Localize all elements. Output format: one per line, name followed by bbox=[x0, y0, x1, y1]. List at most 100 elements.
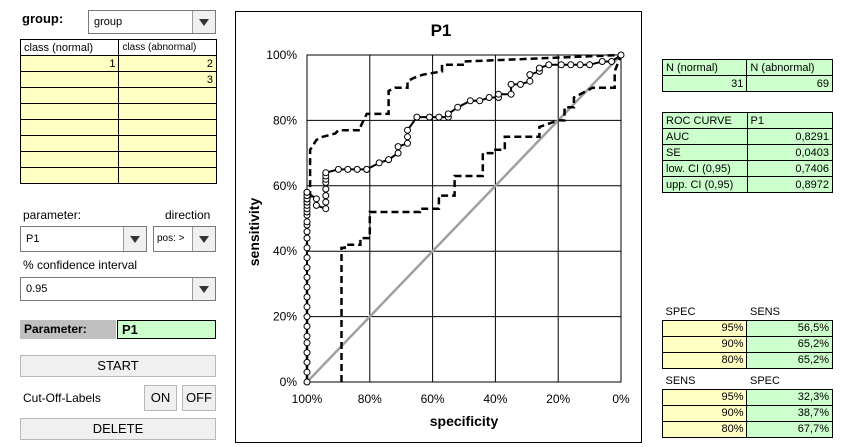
spec-value: 90% bbox=[661, 335, 748, 353]
sens-value: 65,2% bbox=[746, 335, 833, 353]
class-cell[interactable] bbox=[19, 119, 120, 136]
roc-row-value: 0,8972 bbox=[746, 176, 834, 193]
class-cell[interactable] bbox=[19, 87, 120, 104]
roc-point bbox=[394, 149, 402, 157]
ci-label: % confidence interval bbox=[23, 258, 138, 272]
roc-point bbox=[334, 165, 342, 173]
roc-point bbox=[322, 198, 330, 206]
roc-point bbox=[303, 234, 311, 242]
roc-point bbox=[404, 133, 411, 141]
roc-row-value: 0,7406 bbox=[746, 160, 834, 177]
roc-table-title: ROC CURVE bbox=[662, 112, 748, 129]
roc-point bbox=[303, 322, 311, 330]
class-cell[interactable]: 1 bbox=[19, 55, 120, 72]
sens-spec-table: SENS SPEC 95% 32,3% 90% 38,7% 80% 67,7% bbox=[661, 373, 833, 438]
cutoff-off-button[interactable]: OFF bbox=[182, 385, 216, 411]
chevron-down-icon[interactable] bbox=[192, 278, 215, 300]
parameter-dropdown[interactable]: P1 bbox=[20, 226, 147, 252]
ci-dropdown[interactable]: 0.95 bbox=[20, 277, 216, 301]
roc-point bbox=[303, 218, 311, 226]
roc-point bbox=[413, 113, 421, 121]
roc-point bbox=[535, 64, 543, 72]
lower-ci-curve bbox=[340, 54, 623, 382]
cutoff-on-button[interactable]: ON bbox=[144, 385, 177, 411]
class-cell[interactable] bbox=[118, 87, 217, 104]
roc-point bbox=[303, 273, 311, 281]
group-dropdown-value: group bbox=[94, 16, 123, 28]
chevron-down-icon[interactable] bbox=[192, 11, 215, 33]
roc-point bbox=[322, 185, 330, 193]
direction-dropdown[interactable]: pos: > bbox=[153, 226, 216, 252]
roc-point bbox=[303, 313, 311, 321]
spec-header: SPEC bbox=[662, 304, 747, 320]
roc-point bbox=[303, 293, 311, 301]
class-cell[interactable]: 2 bbox=[118, 55, 217, 72]
roc-point bbox=[507, 90, 515, 98]
sens-value: 65,2% bbox=[746, 351, 833, 369]
roc-point bbox=[598, 58, 606, 65]
roc-point bbox=[322, 205, 330, 213]
class-cell[interactable] bbox=[19, 71, 120, 88]
roc-point bbox=[303, 339, 311, 347]
roc-point bbox=[617, 51, 625, 59]
class-cell[interactable] bbox=[19, 151, 120, 168]
class-cell[interactable] bbox=[118, 151, 217, 168]
x-tick-label: 60% bbox=[421, 392, 445, 406]
diagonal-reference-line bbox=[306, 54, 622, 383]
spec-value: 67,7% bbox=[746, 420, 833, 438]
class-cell[interactable] bbox=[118, 167, 217, 184]
roc-point bbox=[303, 264, 311, 272]
class-cell[interactable] bbox=[19, 167, 120, 184]
direction-dropdown-value: pos: > bbox=[157, 233, 185, 244]
roc-point bbox=[303, 303, 311, 311]
roc-point bbox=[394, 143, 402, 151]
roc-point bbox=[312, 201, 320, 209]
x-tick-label: 80% bbox=[358, 392, 382, 406]
n-normal-header: N (normal) bbox=[661, 59, 748, 76]
roc-point bbox=[303, 368, 311, 376]
roc-point bbox=[312, 195, 320, 203]
parameter-box-label: Parameter: bbox=[20, 320, 116, 339]
spec-value: 95% bbox=[661, 319, 748, 337]
roc-point bbox=[303, 254, 311, 262]
roc-point bbox=[303, 228, 311, 236]
delete-button[interactable]: DELETE bbox=[20, 418, 216, 440]
roc-point bbox=[353, 165, 361, 173]
roc-point bbox=[303, 378, 311, 386]
roc-point bbox=[444, 110, 452, 118]
class-cell[interactable] bbox=[118, 135, 217, 152]
class-cell[interactable] bbox=[19, 135, 120, 152]
upper-ci-curve bbox=[305, 53, 622, 382]
roc-point bbox=[526, 77, 534, 85]
chevron-down-icon[interactable] bbox=[123, 227, 146, 251]
roc-point bbox=[303, 244, 311, 252]
class-cell[interactable] bbox=[118, 103, 217, 120]
roc-chart-container: P1 specificity sensitivity 100% 80% 60% 40%… bbox=[235, 11, 642, 443]
class-cell[interactable]: 3 bbox=[118, 71, 217, 88]
class-cell[interactable] bbox=[19, 103, 120, 120]
y-tick-label: 60% bbox=[273, 179, 297, 193]
y-tick-label: 0% bbox=[280, 375, 298, 389]
spec-sens-table: SPEC SENS 95% 56,5% 90% 65,2% 80% 65,2% bbox=[661, 304, 833, 369]
chart-xlabel: specificity bbox=[430, 413, 499, 429]
parameter-label: parameter: bbox=[23, 208, 82, 222]
n-normal-value: 31 bbox=[661, 75, 748, 92]
roc-point bbox=[363, 165, 371, 173]
parameter-box-value: P1 bbox=[117, 320, 216, 339]
roc-point bbox=[586, 61, 594, 69]
chevron-down-icon[interactable] bbox=[192, 227, 215, 251]
roc-point bbox=[485, 94, 493, 101]
y-tick-label: 80% bbox=[273, 113, 297, 127]
group-dropdown[interactable]: group bbox=[88, 10, 216, 34]
start-button[interactable]: START bbox=[20, 355, 216, 377]
y-tick-label: 100% bbox=[266, 48, 297, 62]
roc-point bbox=[303, 358, 311, 366]
roc-row-label: low. CI (0,95) bbox=[662, 160, 748, 177]
class-cell[interactable] bbox=[118, 119, 217, 136]
roc-point bbox=[404, 139, 411, 147]
roc-table-param: P1 bbox=[746, 112, 834, 129]
roc-point bbox=[576, 61, 584, 69]
roc-point bbox=[385, 156, 393, 164]
roc-point bbox=[557, 61, 565, 69]
spec-value: 80% bbox=[661, 351, 748, 369]
